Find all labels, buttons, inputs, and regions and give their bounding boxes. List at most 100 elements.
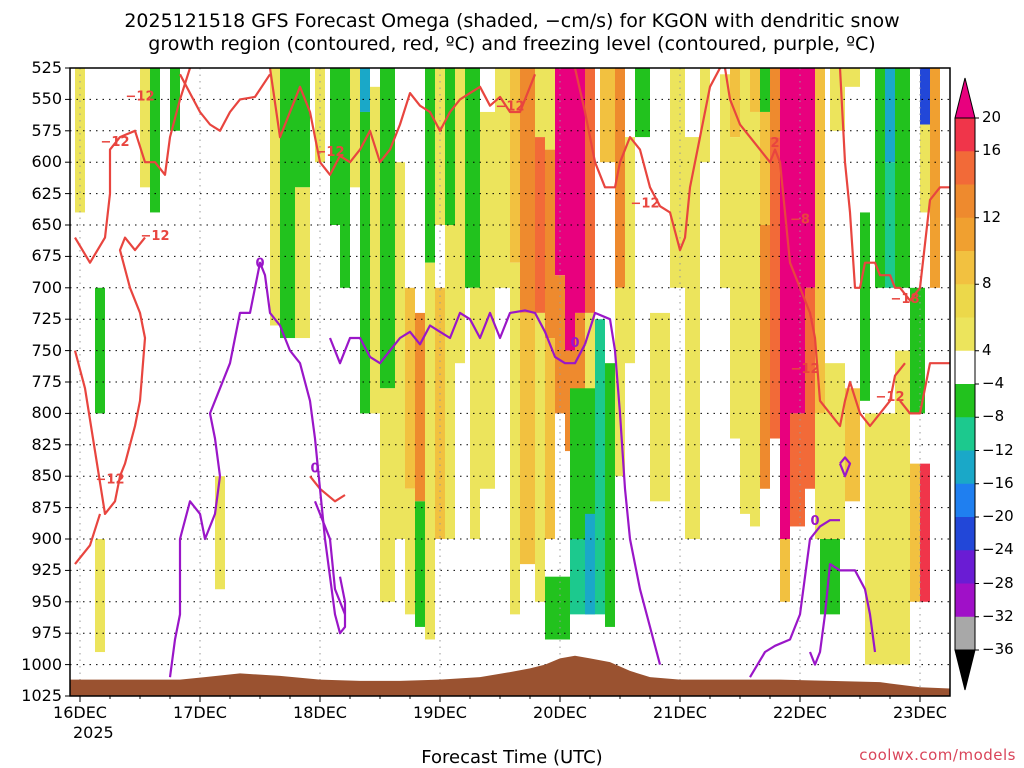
omega-cell bbox=[535, 137, 545, 313]
colorbar-bin bbox=[955, 350, 975, 385]
colorbar-bin bbox=[955, 517, 975, 551]
omega-cell bbox=[350, 68, 360, 188]
contour-label: −12 bbox=[316, 145, 345, 160]
colorbar-label: 16 bbox=[982, 141, 1002, 160]
omega-cell bbox=[575, 312, 585, 414]
omega-cell bbox=[455, 68, 465, 364]
omega-cell bbox=[815, 68, 825, 414]
omega-cell bbox=[910, 463, 920, 602]
dgz-contour-line bbox=[74, 513, 102, 565]
colorbar-bin bbox=[955, 118, 975, 152]
y-tick-label: 925 bbox=[31, 560, 62, 580]
omega-cell bbox=[615, 287, 625, 477]
y-tick-label: 1025 bbox=[21, 686, 62, 705]
colorbar-bin bbox=[955, 450, 975, 485]
omega-cell bbox=[425, 262, 435, 640]
y-tick-label: 825 bbox=[31, 434, 62, 454]
omega-cell bbox=[790, 68, 805, 414]
y-tick-label: 725 bbox=[31, 309, 62, 329]
omega-cell bbox=[730, 137, 740, 439]
colorbar-top-triangle bbox=[954, 77, 976, 119]
contour-label: 0 bbox=[310, 461, 319, 476]
omega-cell bbox=[805, 287, 815, 489]
colorbar-bin bbox=[955, 583, 975, 618]
contour-label: 2 bbox=[770, 136, 779, 151]
omega-cell bbox=[770, 68, 780, 138]
omega-cell bbox=[615, 68, 625, 288]
contour-label: −12 bbox=[631, 196, 660, 211]
omega-cell bbox=[820, 539, 840, 615]
omega-cell bbox=[470, 287, 480, 539]
omega-cell bbox=[575, 68, 585, 313]
freezing-contour-line bbox=[168, 261, 347, 678]
y-tick-label: 700 bbox=[31, 277, 62, 297]
omega-cell bbox=[760, 225, 770, 489]
x-tick-label: 20DEC bbox=[533, 703, 587, 722]
omega-cell bbox=[295, 187, 310, 339]
omega-cell bbox=[920, 463, 930, 602]
freezing-contour-line bbox=[313, 500, 347, 615]
omega-cell bbox=[650, 312, 670, 502]
omega-cell bbox=[920, 124, 930, 213]
dgz-contour-line bbox=[268, 68, 537, 176]
omega-cell bbox=[930, 68, 940, 288]
omega-cell bbox=[555, 68, 565, 276]
omega-cell bbox=[910, 287, 925, 414]
freezing-contour-line bbox=[328, 309, 586, 365]
x-axis-title: Forecast Time (UTC) bbox=[421, 747, 603, 768]
omega-cell bbox=[545, 68, 555, 150]
terrain-area bbox=[70, 655, 950, 696]
colorbar-bin bbox=[955, 284, 975, 318]
omega-cell bbox=[315, 68, 325, 163]
y-tick-label: 975 bbox=[31, 623, 62, 643]
dgz-contour-line bbox=[73, 236, 147, 516]
omega-cell bbox=[535, 312, 545, 602]
omega-cell bbox=[730, 68, 740, 138]
colorbar-label: 4 bbox=[982, 340, 992, 359]
colorbar-bin bbox=[955, 217, 975, 252]
omega-cell bbox=[360, 111, 370, 414]
omega-cell bbox=[625, 137, 635, 364]
x-tick-label: 21DEC bbox=[653, 703, 707, 722]
colorbar-label: −16 bbox=[982, 473, 1014, 492]
omega-cell bbox=[520, 312, 535, 565]
omega-cell bbox=[565, 68, 575, 351]
omega-cell bbox=[685, 137, 700, 539]
omega-cell bbox=[95, 539, 105, 653]
omega-cell bbox=[415, 501, 425, 627]
dgz-contour-line bbox=[74, 68, 192, 264]
colorbar-label: −36 bbox=[982, 640, 1014, 658]
omega-cell bbox=[445, 68, 455, 225]
freezing-contour-line bbox=[808, 562, 877, 666]
omega-cell bbox=[605, 363, 615, 627]
omega-cell bbox=[520, 68, 535, 313]
colorbar-bin bbox=[955, 151, 975, 185]
colorbar-label: −8 bbox=[982, 407, 1005, 426]
omega-cell bbox=[545, 149, 555, 339]
omega-cell bbox=[150, 68, 160, 213]
omega-cell bbox=[445, 225, 455, 539]
omega-cell bbox=[380, 388, 395, 602]
contour-label: −12 bbox=[126, 90, 155, 105]
contour-label: −18 bbox=[891, 292, 920, 307]
omega-cell bbox=[760, 111, 770, 225]
chart-title-line-2: growth region (contoured, red, ºC) and f… bbox=[148, 33, 876, 55]
omega-cell bbox=[885, 68, 895, 163]
contour-label: −12 bbox=[496, 100, 525, 115]
omega-cell bbox=[465, 68, 480, 288]
y-tick-label: 525 bbox=[31, 58, 62, 77]
x-axis-year-label: 2025 bbox=[73, 723, 114, 742]
omega-cell bbox=[395, 162, 405, 539]
contour-label: −12 bbox=[791, 362, 820, 377]
colorbar-label: −20 bbox=[982, 507, 1014, 525]
colorbar-bottom-triangle bbox=[954, 649, 976, 691]
x-tick-label: 19DEC bbox=[413, 703, 467, 722]
colorbar-bin bbox=[955, 616, 975, 651]
omega-cell bbox=[405, 488, 415, 615]
y-tick-label: 650 bbox=[31, 215, 62, 234]
credit-link[interactable]: coolwx.com/models bbox=[859, 746, 1016, 764]
omega-cell bbox=[595, 319, 605, 615]
omega-cell bbox=[510, 262, 520, 615]
omega-cell bbox=[805, 68, 815, 288]
